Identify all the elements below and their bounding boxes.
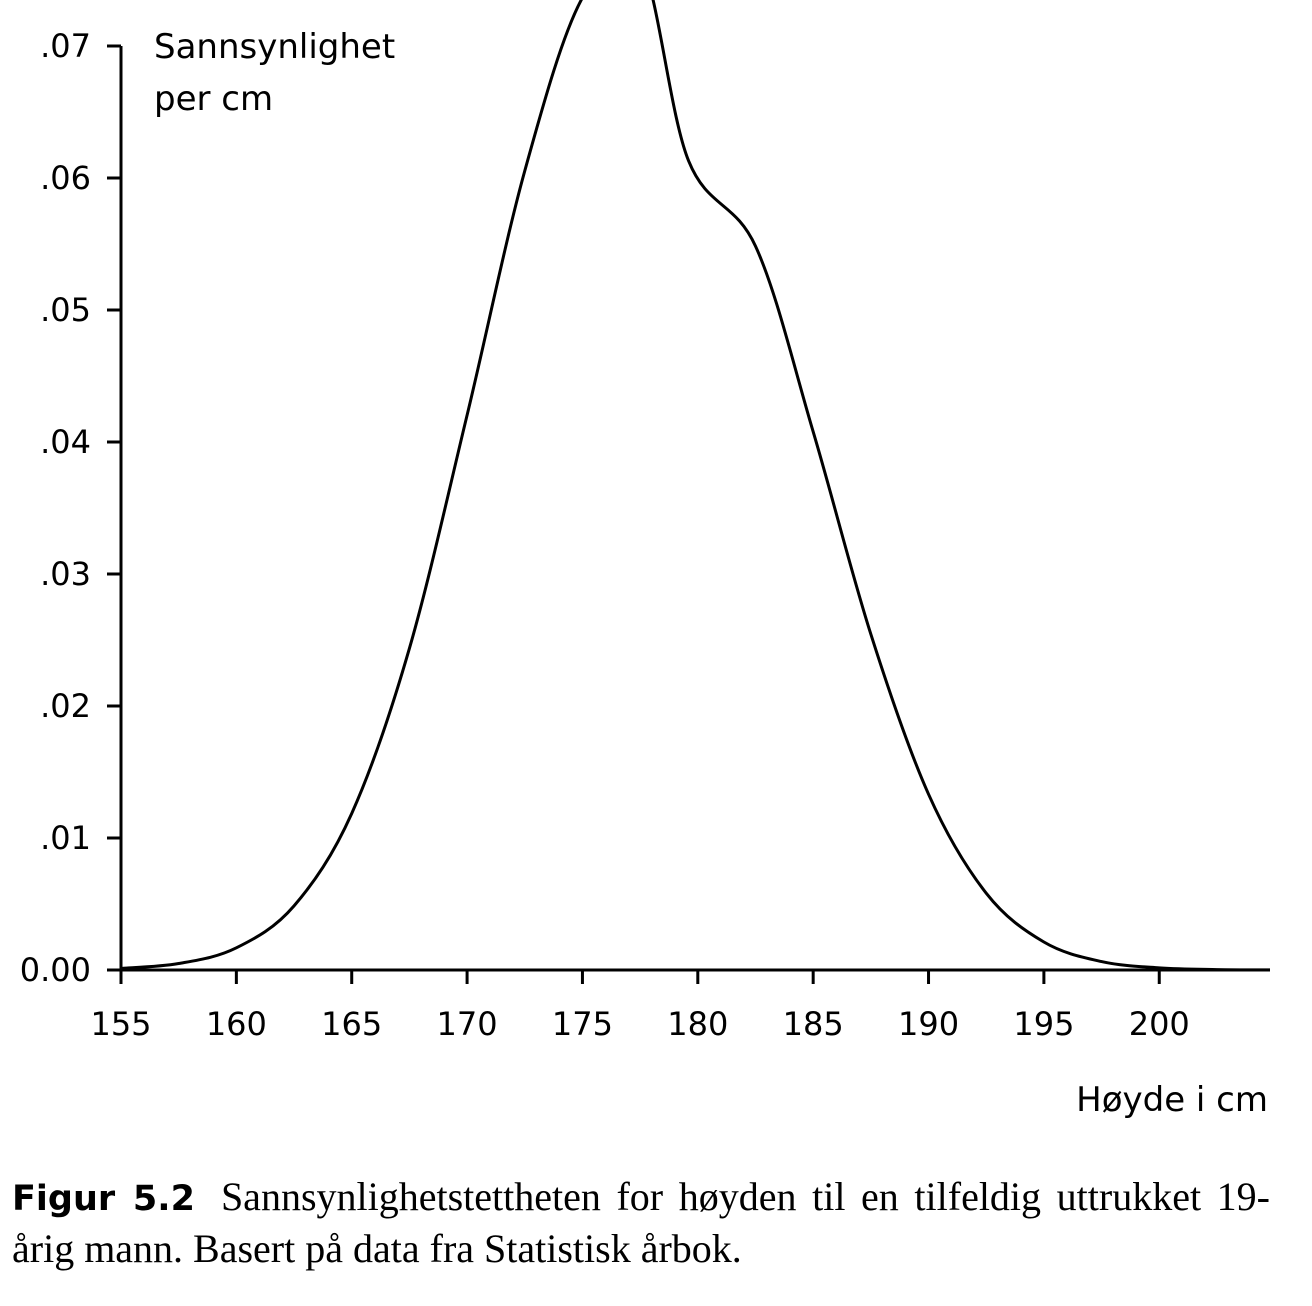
x-tick-label: 190	[898, 1005, 959, 1043]
y-tick-label: .02	[40, 687, 91, 725]
x-tick-label: 155	[90, 1005, 151, 1043]
density-curve	[120, 0, 1271, 972]
x-tick-label: 165	[321, 1005, 382, 1043]
y-tick-label: .04	[40, 423, 91, 461]
x-tick-label: 160	[206, 1005, 267, 1043]
y-tick-label: .01	[40, 819, 91, 857]
density-chart: 0.00 .01 .02 .03 .04 .05 .06 .07 155 160 165 170 17…	[20, 0, 1271, 1120]
y-tick-label: .03	[40, 555, 91, 593]
x-tick-label: 170	[437, 1005, 498, 1043]
x-tick-label: 180	[667, 1005, 728, 1043]
y-axis: 0.00 .01 .02 .03 .04 .05 .06 .07	[20, 27, 123, 989]
x-tick-label: 185	[783, 1005, 844, 1043]
y-axis-title-line2: per cm	[154, 79, 273, 119]
x-axis-title: Høyde i cm	[1076, 1080, 1268, 1120]
y-axis-title-line1: Sannsynlighet	[154, 27, 395, 67]
x-axis: 155 160 165 170 175 180 185 190 195 200	[90, 968, 1270, 1043]
figure-caption: Figur 5.2 Sannsynlighetstettheten for høy…	[12, 1172, 1270, 1274]
caption-text: Sannsynlighetstettheten for høyden til e…	[12, 1174, 1270, 1271]
x-tick-label: 200	[1129, 1005, 1190, 1043]
y-tick-label: 0.00	[20, 951, 91, 989]
figure-label: Figur 5.2	[12, 1179, 195, 1219]
x-tick-label: 195	[1013, 1005, 1074, 1043]
y-tick-label: .07	[40, 27, 91, 65]
y-tick-label: .06	[40, 159, 91, 197]
x-tick-label: 175	[552, 1005, 613, 1043]
y-tick-label: .05	[40, 291, 91, 329]
